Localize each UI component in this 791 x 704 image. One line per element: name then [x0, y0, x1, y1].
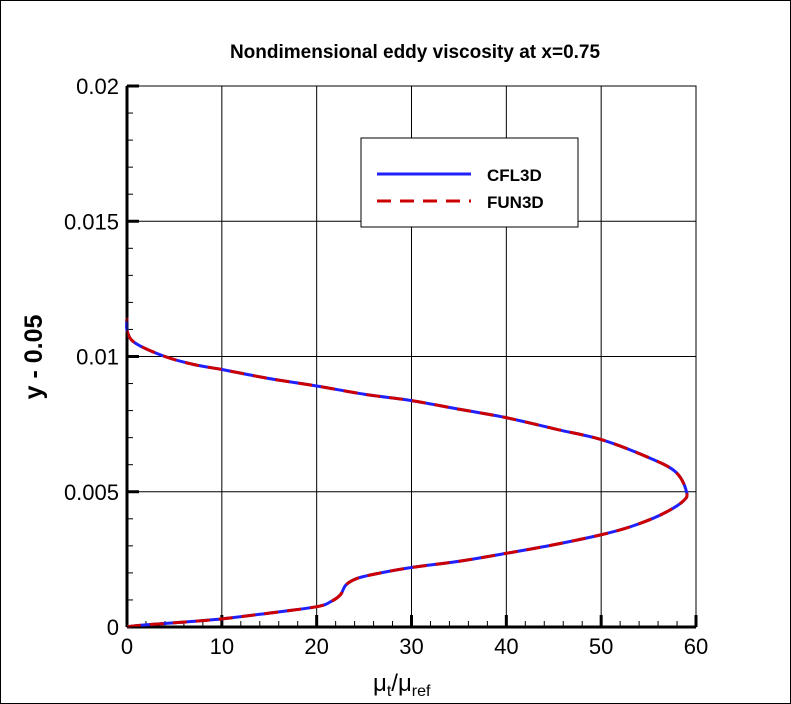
x-tick-label: 40 [494, 634, 518, 659]
chart-title: Nondimensional eddy viscosity at x=0.75 [230, 42, 601, 63]
x-tick-label: 20 [304, 634, 328, 659]
y-tick-label: 0 [107, 615, 119, 640]
legend-label-cfl3d: CFL3D [487, 166, 542, 185]
y-tick-label: 0.015 [64, 209, 119, 234]
legend: CFL3D FUN3D [360, 137, 579, 228]
y-axis-label: y - 0.05 [20, 315, 48, 400]
curves [125, 317, 689, 629]
x-tick-label: 10 [210, 634, 234, 659]
x-axis-label: μt/μref [373, 670, 431, 700]
x-tick-label: 0 [121, 634, 133, 659]
series-line-cfl3d [125, 317, 689, 629]
plot-border [126, 85, 697, 628]
legend-label-fun3d: FUN3D [487, 193, 544, 212]
y-tick-label: 0.02 [76, 74, 119, 99]
y-tick-label: 0.005 [64, 480, 119, 505]
x-tick-label: 50 [589, 634, 613, 659]
y-tick-label: 0.01 [76, 345, 119, 370]
x-tick-label: 30 [399, 634, 423, 659]
x-tick-label: 60 [684, 634, 708, 659]
legend-box [360, 137, 579, 228]
series-line-fun3d [125, 317, 689, 629]
